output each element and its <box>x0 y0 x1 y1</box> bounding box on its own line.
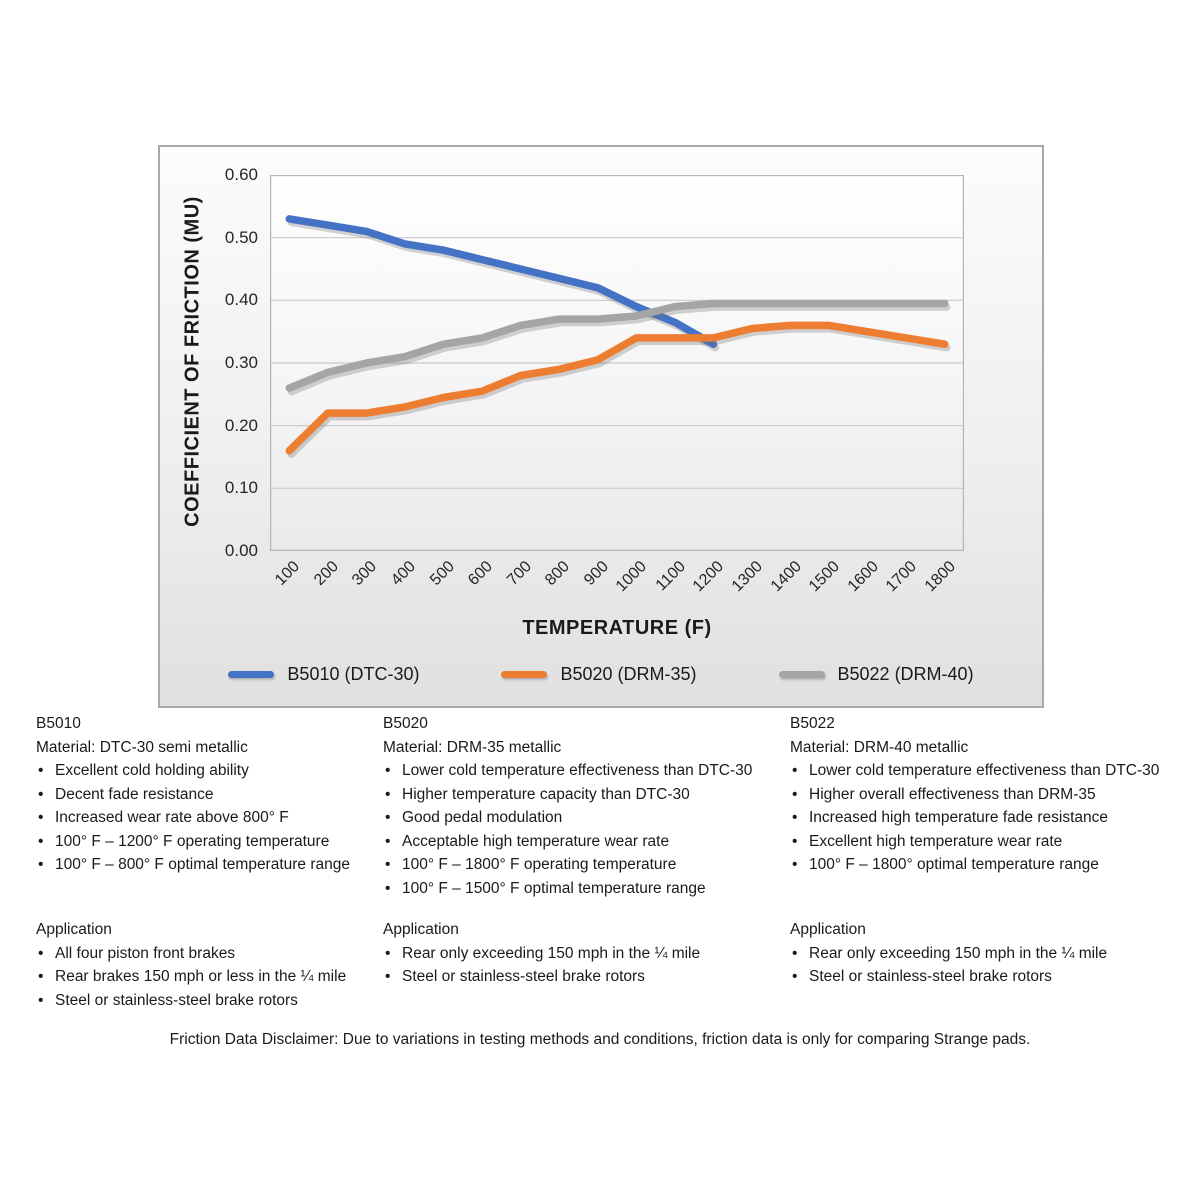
product-col-b5020: B5020 Material: DRM-35 metallic Lower co… <box>383 712 783 988</box>
bullet-item: Decent fade resistance <box>36 783 378 807</box>
disclaimer-text: Friction Data Disclaimer: Due to variati… <box>169 1031 1031 1048</box>
legend-item-b5010: B5010 (DTC-30) <box>228 664 419 685</box>
bullet-item: All four piston front brakes <box>36 942 378 966</box>
bullet-item: Steel or stainless-steel brake rotors <box>790 965 1190 989</box>
product-material: Material: DRM-35 metallic <box>383 738 562 756</box>
legend-item-b5020: B5020 (DRM-35) <box>501 663 697 685</box>
legend-swatch-orange <box>501 670 548 678</box>
y-axis-tick-label: 0.30 <box>224 353 258 372</box>
product-application: Application All four piston front brakes… <box>36 918 378 1012</box>
y-axis-tick-label: 0.40 <box>224 290 258 310</box>
y-axis-tick-label: 0.20 <box>224 415 258 435</box>
bullet-item: Rear only exceeding 150 mph in the ¼ mil… <box>790 942 1190 966</box>
application-list: All four piston front brakesRear brakes … <box>36 942 378 1013</box>
legend-label: B5010 (DTC-30) <box>287 663 420 684</box>
product-material: Material: DTC-30 semi metallic <box>36 738 248 756</box>
legend-label: B5020 (DRM-35) <box>560 663 697 684</box>
product-features: Excellent cold holding abilityDecent fad… <box>36 759 378 877</box>
bullet-item: Excellent high temperature wear rate <box>790 830 1190 854</box>
bullet-item: Excellent cold holding ability <box>36 759 378 783</box>
y-axis-tick-label: 0.60 <box>224 165 258 184</box>
product-col-b5010: B5010 Material: DTC-30 semi metallic Exc… <box>36 712 378 1012</box>
legend-swatch-gray <box>778 670 825 678</box>
product-application: Application Rear only exceeding 150 mph … <box>790 918 1190 989</box>
bullet-item: 100° F – 1500° F optimal temperature ran… <box>383 877 783 901</box>
application-title: Application <box>383 921 459 938</box>
bullet-item: Lower cold temperature effectiveness tha… <box>790 759 1190 783</box>
bullet-item: Steel or stainless-steel brake rotors <box>36 989 378 1013</box>
product-features: Lower cold temperature effectiveness tha… <box>383 759 783 900</box>
bullet-item: Steel or stainless-steel brake rotors <box>383 965 783 989</box>
bullet-item: Increased wear rate above 800° F <box>36 806 378 830</box>
bullet-item: Acceptable high temperature wear rate <box>383 830 783 854</box>
application-list: Rear only exceeding 150 mph in the ¼ mil… <box>383 942 783 989</box>
bullet-item: 100° F – 1800° F operating temperature <box>383 853 783 877</box>
x-axis-title: TEMPERATURE (F) <box>522 617 712 639</box>
product-code: B5020 <box>383 715 428 732</box>
line-chart-plot <box>270 175 964 551</box>
y-axis-tick-label: 0.50 <box>224 227 258 247</box>
legend-item-b5022: B5022 (DRM-40) <box>778 663 974 685</box>
bullet-item: Lower cold temperature effectiveness tha… <box>383 759 783 783</box>
bullet-item: 100° F – 1200° F operating temperature <box>36 830 378 854</box>
bullet-item: Good pedal modulation <box>383 806 783 830</box>
product-features: Lower cold temperature effectiveness tha… <box>790 759 1190 877</box>
product-material: Material: DRM-40 metallic <box>790 738 969 756</box>
legend-label: B5022 (DRM-40) <box>837 663 974 684</box>
product-code: B5010 <box>36 715 81 732</box>
y-axis-tick-label: 0.10 <box>224 478 258 498</box>
product-application: Application Rear only exceeding 150 mph … <box>383 918 783 989</box>
bullet-item: Higher temperature capacity than DTC-30 <box>383 783 783 807</box>
bullet-item: Higher overall effectiveness than DRM-35 <box>790 783 1190 807</box>
product-col-b5022: B5022 Material: DRM-40 metallic Lower co… <box>790 712 1190 988</box>
product-code: B5022 <box>790 715 835 732</box>
bullet-item: 100° F – 800° F optimal temperature rang… <box>36 853 378 877</box>
application-list: Rear only exceeding 150 mph in the ¼ mil… <box>790 942 1190 989</box>
application-title: Application <box>790 921 866 938</box>
bullet-item: 100° F – 1800° optimal temperature range <box>790 853 1190 877</box>
legend-swatch-blue <box>228 670 275 678</box>
y-axis-tick-label: 0.00 <box>224 541 258 560</box>
bullet-item: Rear brakes 150 mph or less in the ¼ mil… <box>36 965 378 989</box>
chart-legend: B5010 (DTC-30) B5020 (DRM-35) B5022 (DRM… <box>160 659 1042 689</box>
application-title: Application <box>36 921 112 938</box>
bullet-item: Rear only exceeding 150 mph in the ¼ mil… <box>383 942 783 966</box>
friction-chart: 0.60 0.50 0.40 0.30 0.20 0.10 0.00 100 200 300 400… <box>158 145 1044 708</box>
y-axis-title: COEFFICIENT OF FRICTION (MU) <box>181 196 204 527</box>
bullet-item: Increased high temperature fade resistan… <box>790 806 1190 830</box>
